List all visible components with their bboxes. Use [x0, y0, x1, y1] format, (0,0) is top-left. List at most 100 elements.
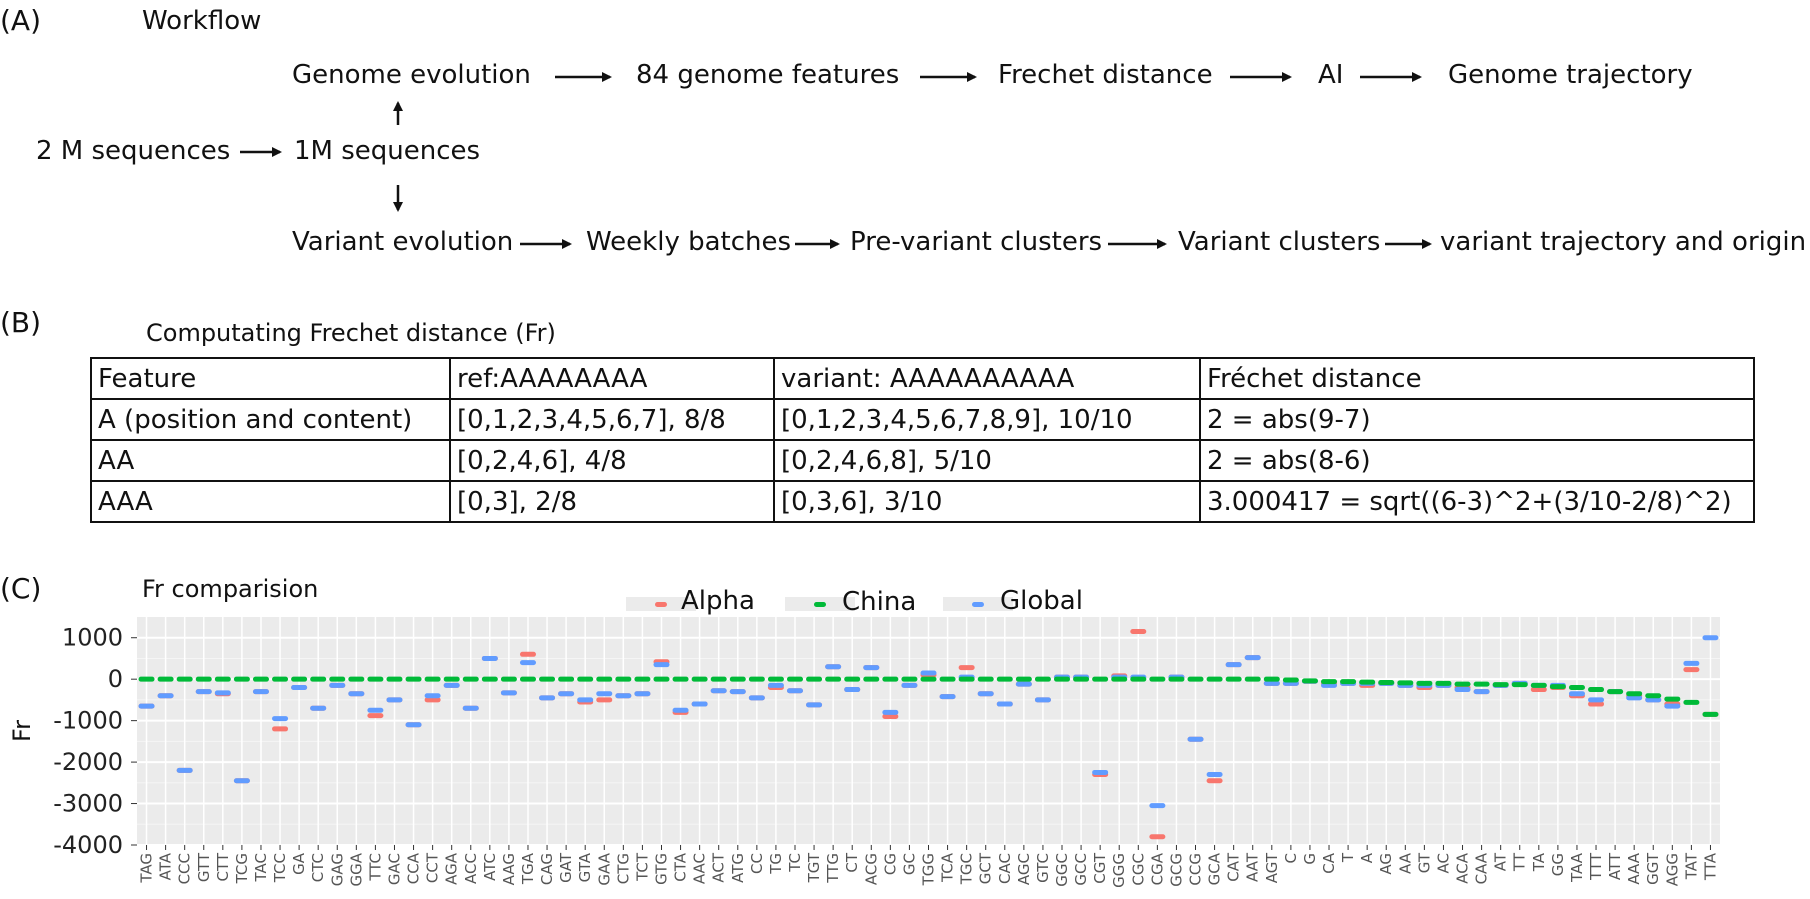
point-china: [1149, 676, 1166, 682]
x-tick-label: CG: [881, 853, 899, 875]
point-china: [767, 676, 784, 682]
point-china: [844, 676, 861, 682]
table-cell: [0,1,2,3,4,5,6,7,8,9], 10/10: [773, 398, 1201, 441]
point-global: [710, 688, 727, 694]
point-global: [1645, 697, 1662, 703]
x-tick-label: ATG: [729, 853, 747, 883]
x-tick-label: ATA: [157, 852, 175, 880]
point-global: [233, 778, 250, 784]
x-tick-label: CTC: [309, 853, 327, 882]
table-row: A (position and content) [0,1,2,3,4,5,6,…: [90, 398, 1755, 441]
point-china: [214, 676, 231, 682]
x-tick-label: AG: [1377, 853, 1395, 875]
x-tick-label: GG: [1549, 853, 1567, 876]
point-china: [558, 676, 575, 682]
point-global: [672, 707, 689, 713]
node-2m-sequences: 2 M sequences: [36, 136, 231, 166]
point-china: [825, 676, 842, 682]
x-tick-label: GGC: [1053, 853, 1071, 887]
point-global: [767, 682, 784, 688]
point-global: [500, 690, 517, 696]
x-tick-label: TGA: [519, 852, 537, 885]
point-global: [1626, 695, 1643, 701]
table-cell: AAA: [90, 480, 451, 523]
point-global: [157, 693, 174, 699]
x-tick-label: CC: [748, 853, 766, 874]
point-china: [1664, 696, 1681, 702]
point-alpha: [1149, 834, 1166, 840]
point-global: [996, 701, 1013, 707]
y-tick-label: 1000: [62, 624, 123, 652]
x-tick-label: GCG: [1167, 853, 1185, 887]
point-china: [1588, 687, 1605, 693]
legend-label-china: China: [842, 587, 917, 617]
point-china: [1549, 684, 1566, 690]
x-tick-label: ACT: [710, 852, 728, 882]
point-china: [1034, 676, 1051, 682]
x-tick-label: TG: [767, 853, 785, 875]
x-tick-label: ATT: [1606, 852, 1624, 880]
point-china: [329, 676, 346, 682]
point-china: [1130, 676, 1147, 682]
x-tick-label: GTT: [195, 852, 213, 882]
x-tick-label: T: [1339, 852, 1357, 863]
point-china: [786, 676, 803, 682]
x-tick-label: CCA: [405, 852, 423, 884]
point-global: [1225, 662, 1242, 668]
node-weekly-batches: Weekly batches: [586, 227, 792, 257]
x-tick-label: GGG: [1110, 853, 1128, 888]
point-china: [939, 676, 956, 682]
point-global: [920, 670, 937, 676]
x-tick-label: AGA: [443, 852, 461, 885]
y-axis-label: Fr: [8, 720, 36, 742]
point-china: [1626, 691, 1643, 697]
point-china: [252, 676, 269, 682]
y-tick-label: 0: [108, 665, 123, 693]
x-tick-label: TCT: [633, 852, 651, 882]
table-cell: 2 = abs(8-6): [1199, 439, 1755, 482]
frechet-table-title: Computating Frechet distance (Fr): [146, 319, 556, 347]
x-tick-label: TT: [1511, 852, 1529, 872]
point-china: [977, 676, 994, 682]
x-tick-label: GCA: [1206, 852, 1224, 885]
point-china: [272, 676, 289, 682]
point-china: [539, 676, 556, 682]
point-global: [1588, 697, 1605, 703]
x-tick-label: TTA: [1701, 852, 1719, 881]
point-china: [1263, 676, 1280, 682]
point-china: [1530, 682, 1547, 688]
point-global: [1149, 803, 1166, 809]
x-tick-label: AAT: [1244, 852, 1262, 882]
x-tick-label: GGA: [347, 852, 365, 886]
point-china: [138, 676, 155, 682]
table-cell: [0,2,4,6], 4/8: [449, 439, 775, 482]
point-global: [195, 689, 212, 695]
x-tick-label: CCG: [1187, 853, 1205, 886]
point-global: [1702, 635, 1719, 641]
panel-a-label: (A): [0, 4, 42, 37]
point-china: [1359, 679, 1376, 685]
point-global: [1473, 689, 1490, 695]
table-cell: [0,1,2,3,4,5,6,7], 8/8: [449, 398, 775, 441]
point-china: [1340, 679, 1357, 685]
x-tick-label: CA: [1320, 852, 1338, 873]
point-china: [1435, 680, 1452, 686]
point-china: [691, 676, 708, 682]
workflow-arrows: [240, 72, 1432, 249]
point-china: [1282, 677, 1299, 683]
x-tick-label: TC: [786, 853, 804, 873]
table-cell: [0,3], 2/8: [449, 480, 775, 523]
point-global: [1187, 736, 1204, 742]
node-variant-evolution: Variant evolution: [292, 227, 514, 257]
point-china: [1168, 676, 1185, 682]
point-global: [653, 662, 670, 668]
point-china: [1244, 676, 1261, 682]
point-global: [1015, 681, 1032, 687]
table-row: AA [0,2,4,6], 4/8 [0,2,4,6,8], 5/10 2 = …: [90, 439, 1755, 482]
x-tick-label: AAG: [500, 853, 518, 885]
y-tick-label: -2000: [53, 748, 123, 776]
point-global: [882, 709, 899, 715]
point-china: [500, 676, 517, 682]
x-tick-label: GT: [1415, 852, 1433, 873]
point-china: [443, 676, 460, 682]
